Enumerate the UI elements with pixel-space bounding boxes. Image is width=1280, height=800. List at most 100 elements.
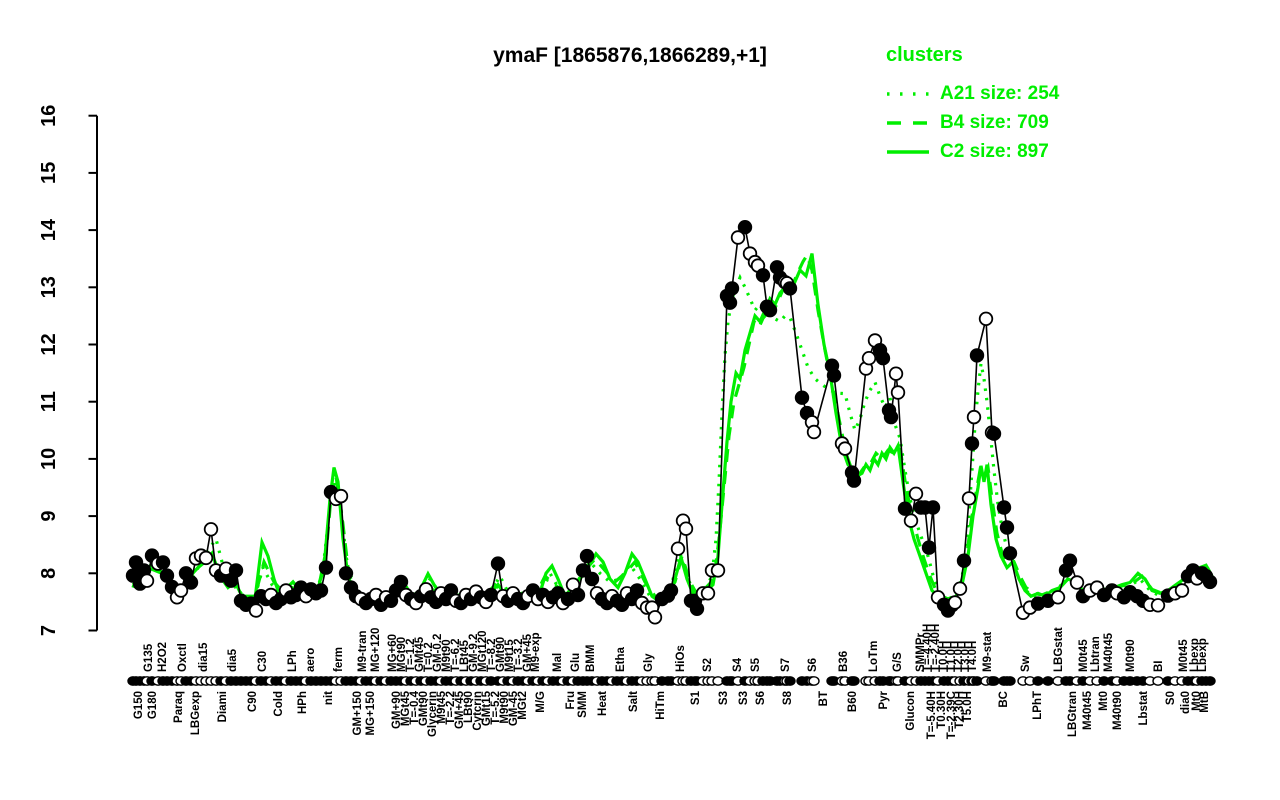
x-label-bottom: G180	[147, 691, 159, 719]
data-point	[629, 583, 645, 598]
x-label-top: M0t45	[1078, 639, 1090, 672]
x-label-bottom: LBGtran	[1067, 691, 1079, 737]
x-label-top: T4.0H	[967, 641, 979, 672]
x-label-bottom: BT	[818, 691, 830, 706]
x-label-bottom: T=-0.4	[409, 690, 421, 724]
x-label-top: T0.0H	[938, 641, 950, 672]
data-point	[996, 500, 1012, 515]
y-tick-label: 12	[38, 333, 60, 355]
data-point	[737, 219, 753, 235]
data-point	[826, 368, 842, 383]
data-point	[710, 563, 726, 578]
y-tick-label: 9	[38, 511, 60, 522]
y-tick-label: 7	[38, 625, 60, 636]
data-point	[969, 348, 985, 363]
legend-title: clusters	[886, 44, 963, 66]
x-label-bottom: Cytcrin	[472, 691, 484, 731]
x-label-bottom: T5.0H	[962, 691, 974, 722]
data-point	[647, 610, 663, 625]
x-label-top: GM-9.2	[468, 634, 480, 672]
x-label-top: Gly	[643, 653, 655, 672]
profile-line	[132, 225, 1211, 620]
dashed-line-icon	[887, 120, 929, 125]
x-label-bottom: nit	[323, 691, 335, 705]
x-label-top: Lbexp	[1197, 638, 1209, 672]
x-label-bottom: GMt15	[481, 690, 493, 726]
x-label-top: G/S	[892, 652, 904, 672]
legend-label: C2 size: 897	[940, 140, 1049, 162]
data-point	[782, 281, 798, 296]
x-label-top: S7	[780, 658, 792, 672]
x-label-top: S5	[750, 657, 762, 672]
x-label-top: Sw	[1020, 655, 1032, 672]
x-label-top: M9-tran	[357, 630, 369, 672]
x-label-top: T=-6.2	[450, 638, 462, 672]
x-label-bottom: Lbstat	[1138, 691, 1150, 726]
x-label-bottom: LBt90	[463, 691, 475, 723]
data-point	[333, 488, 349, 504]
data-point	[198, 550, 214, 566]
data-point	[490, 556, 506, 571]
x-label-top: GM+45	[522, 633, 534, 672]
x-label-bottom: Glycerin	[427, 691, 439, 737]
x-label-bottom: GM+90	[391, 691, 403, 729]
data-point	[313, 583, 329, 598]
x-label-bottom: Diami	[217, 691, 229, 722]
x-label-bottom: M9t45	[436, 690, 448, 723]
strip-point	[1032, 676, 1044, 686]
data-point	[183, 575, 199, 590]
x-label-bottom: dia0	[1180, 691, 1192, 714]
strip-point	[1042, 676, 1054, 686]
x-label-bottom: MtB	[1199, 691, 1211, 713]
x-label-top: T3.0H	[960, 641, 972, 672]
strip-point	[1152, 676, 1164, 686]
strip-point	[1204, 676, 1216, 686]
x-label-bottom: Glucon	[905, 691, 917, 731]
x-label-bottom: S6	[755, 691, 767, 705]
x-label-top: S2	[702, 658, 714, 672]
x-label-bottom: Cold	[273, 691, 285, 717]
strip-point	[808, 676, 820, 686]
x-label-bottom: LPhT	[1032, 691, 1044, 720]
x-label-bottom: G150	[133, 691, 145, 719]
x-label-bottom: HPh	[297, 691, 309, 714]
x-label-bottom: GMt90	[418, 691, 430, 726]
x-label-bottom: SMM	[577, 691, 589, 718]
data-point	[966, 409, 982, 425]
data-point	[248, 603, 264, 618]
x-label-top: MGt120	[477, 630, 489, 672]
data-point	[678, 521, 694, 536]
y-tick-label: 10	[38, 448, 60, 470]
x-label-top: BI	[1153, 661, 1165, 673]
x-label-bottom: T2.30H	[954, 691, 966, 729]
x-label-top: S6	[807, 658, 819, 672]
x-label-bottom: B60	[847, 691, 859, 712]
x-label-top: Glu	[570, 653, 582, 672]
y-tick-label: 8	[38, 568, 60, 579]
x-label-top: M0t90	[1125, 639, 1137, 672]
x-label-top: MG+60	[387, 634, 399, 672]
x-label-top: M9t15	[504, 639, 516, 672]
x-label-bottom: M/G	[535, 691, 547, 713]
legend-label: A21 size: 254	[940, 82, 1060, 104]
data-point	[139, 573, 155, 588]
x-label-bottom: LBGexp	[190, 691, 202, 735]
x-label-top: ferm	[333, 647, 345, 672]
data-point	[173, 583, 189, 598]
x-label-bottom: S3	[718, 691, 730, 705]
data-point	[338, 566, 354, 581]
data-point	[956, 553, 972, 568]
x-label-top: LPh	[287, 650, 299, 672]
data-point	[1202, 574, 1218, 590]
x-label-top: M9-exp	[530, 632, 542, 672]
x-label-bottom: T0.30H	[936, 691, 948, 729]
y-tick-label: 15	[38, 162, 60, 184]
x-label-bottom: T=-2.39C	[946, 691, 958, 739]
data-point	[999, 520, 1015, 535]
legend-entry-a21: A21 size: 254	[886, 79, 1059, 108]
x-label-top: GMt45	[414, 636, 426, 672]
x-label-top: Etha	[615, 646, 627, 672]
strip-point	[1004, 676, 1016, 686]
x-label-bottom: Mt0	[1098, 691, 1110, 711]
x-label-top: Lbtran	[1090, 636, 1102, 672]
